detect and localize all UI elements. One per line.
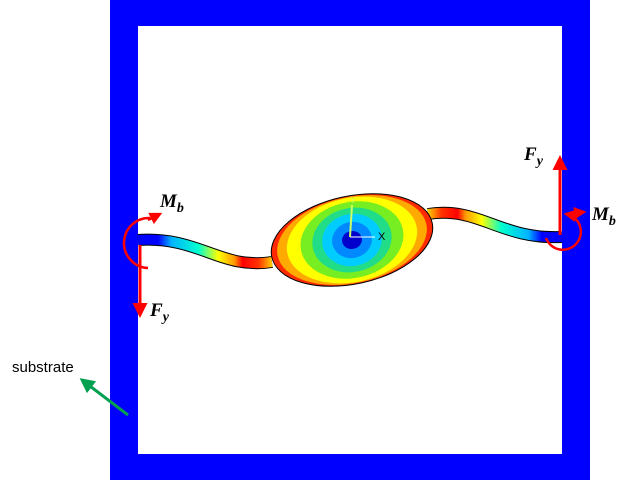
page: X Y Mb Fy Fy Mb substrate (() => { const…	[0, 0, 622, 483]
moment-label: Mb	[591, 204, 616, 229]
axis-x-label: X	[378, 231, 386, 243]
substrate-label: substrate	[12, 359, 74, 376]
axis-y-label: Y	[350, 195, 356, 205]
diagram: X Y Mb Fy Fy Mb substrate	[0, 0, 622, 483]
